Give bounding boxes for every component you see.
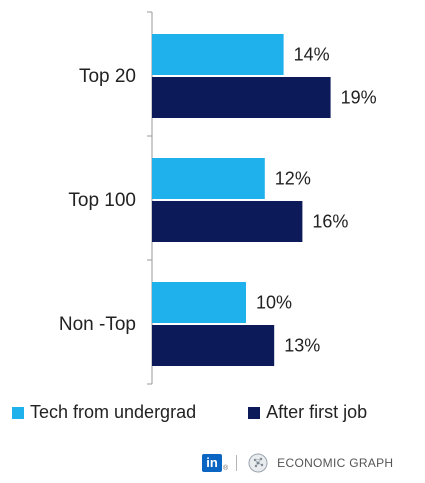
category-label: Non -Top bbox=[59, 314, 136, 335]
bar-top-20-series-0 bbox=[152, 34, 284, 75]
footer-divider bbox=[236, 455, 237, 471]
category-label: Top 100 bbox=[68, 190, 136, 211]
data-label: 16% bbox=[312, 212, 348, 232]
legend-label: After first job bbox=[266, 402, 367, 423]
data-label: 12% bbox=[275, 169, 311, 189]
linkedin-logo: in bbox=[202, 454, 222, 472]
data-label: 14% bbox=[294, 45, 330, 65]
legend-swatch bbox=[248, 407, 260, 419]
footer: in ® ECONOMIC GRAPH bbox=[202, 452, 393, 474]
bar-top-100-series-1 bbox=[152, 201, 302, 242]
bar-chart: Top 20 14% 19% Top 100 12% 16% Non -Top 10% 13% bbox=[0, 0, 425, 400]
data-label: 19% bbox=[341, 88, 377, 108]
bar-top-20-series-1 bbox=[152, 77, 331, 118]
legend-label: Tech from undergrad bbox=[30, 402, 196, 423]
economic-graph-text: ECONOMIC GRAPH bbox=[277, 456, 393, 470]
axis-layer bbox=[147, 12, 152, 384]
legend: Tech from undergrad After first job bbox=[12, 402, 367, 423]
category-label: Top 20 bbox=[79, 66, 136, 87]
legend-swatch bbox=[12, 407, 24, 419]
bar-non-top-series-1 bbox=[152, 325, 274, 366]
globe-icon bbox=[247, 452, 269, 474]
data-label: 10% bbox=[256, 293, 292, 313]
bars-layer bbox=[152, 34, 331, 366]
bar-non-top-series-0 bbox=[152, 282, 246, 323]
legend-item-tech-from-undergrad: Tech from undergrad bbox=[12, 402, 196, 423]
data-label: 13% bbox=[284, 336, 320, 356]
registered-mark: ® bbox=[223, 465, 228, 472]
legend-item-after-first-job: After first job bbox=[248, 402, 367, 423]
bar-top-100-series-0 bbox=[152, 158, 265, 199]
